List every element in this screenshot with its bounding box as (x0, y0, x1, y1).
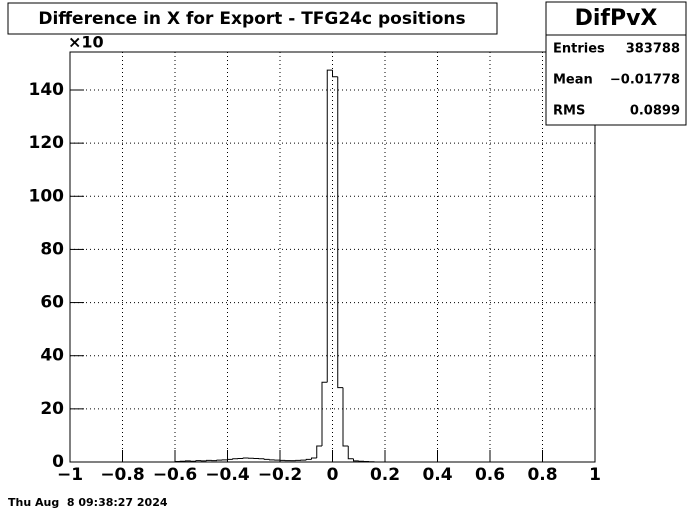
plot-area: 0 20 40 60 80 100 120 140 −1 −0.8 −0.6 −0.4 −0.2 0 0.2… (29, 51, 601, 485)
y-tick-label: 140 (29, 80, 65, 100)
histogram-bin (232, 458, 238, 460)
x-tick-label: −0.2 (258, 465, 302, 485)
y-tick-label: 0 (52, 452, 64, 472)
histogram-bin (353, 458, 359, 462)
x-tick-label: 1 (589, 465, 601, 485)
histogram-bin (227, 458, 233, 460)
timestamp: Thu Aug 8 09:38:27 2024 (8, 496, 168, 509)
histogram-bin (216, 459, 223, 461)
stats-label: Mean (553, 73, 593, 88)
x-tick-label: 0 (327, 465, 339, 485)
x-tick-label: −0.6 (153, 465, 197, 485)
x-tick-label: 0.2 (370, 465, 400, 485)
stats-title: DifPvX (575, 6, 658, 31)
chart-title: Difference in X for Export - TFG24c posi… (38, 9, 465, 29)
y-tick-label: 40 (40, 346, 64, 366)
y-tick-label: 100 (29, 186, 65, 206)
histogram-bin (195, 460, 202, 462)
stats-box (545, 1, 687, 126)
histogram-bin (347, 446, 354, 460)
histogram-bin (206, 459, 212, 461)
x-tick-label: −0.4 (205, 465, 250, 485)
stats-label: Entries (553, 42, 605, 57)
histogram-bin (311, 457, 317, 460)
stats-value: −0.01778 (610, 73, 680, 88)
histogram-bin (269, 459, 275, 461)
x-tick-label: 0.4 (422, 465, 452, 485)
histogram-bin (321, 381, 328, 447)
y-tick-label: 80 (40, 239, 64, 259)
histogram-bin (316, 445, 322, 459)
y-tick-label: 120 (29, 133, 65, 153)
y-tick-label: 20 (40, 399, 64, 419)
histogram-bin (332, 70, 338, 78)
histogram-bin (342, 387, 349, 447)
x-tick-label: −0.8 (100, 465, 144, 485)
x-tick-label: 0.6 (475, 465, 505, 485)
histogram-bin (174, 460, 181, 462)
histogram-bin (305, 458, 312, 461)
axis-multiplier: ×10 (68, 33, 104, 52)
stats-value: 0.0899 (630, 104, 680, 119)
x-tick-label: 0.8 (527, 465, 557, 485)
stats-value: 383788 (626, 42, 680, 57)
y-tick-label: 60 (40, 293, 64, 313)
stats-label: RMS (553, 104, 585, 119)
x-tick-label: −1 (57, 465, 83, 485)
histogram-bin (337, 76, 343, 389)
histogram-bin (242, 457, 249, 459)
title-box (7, 2, 498, 35)
histogram-bin (326, 69, 333, 383)
histogram-bin (263, 458, 270, 460)
